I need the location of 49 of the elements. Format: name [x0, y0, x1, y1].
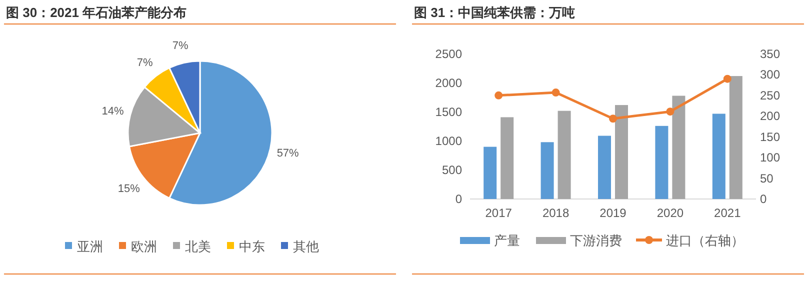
bar [672, 96, 686, 199]
data-label: 7% [172, 40, 189, 52]
bar [558, 110, 571, 199]
point [494, 91, 503, 100]
y2-tick-label: 150 [760, 130, 780, 144]
bar [712, 114, 726, 199]
y-tick-label: 2500 [435, 47, 462, 61]
data-label: 15% [118, 183, 140, 196]
y2-tick-label: 50 [760, 171, 774, 186]
point [552, 88, 560, 97]
bar [540, 142, 554, 199]
y-tick-label: 1500 [435, 105, 462, 119]
bar [615, 105, 628, 199]
legend-label: 亚洲 [77, 239, 103, 254]
legend-label: 北美 [185, 239, 211, 254]
x-tick-label: 2020 [656, 206, 684, 220]
legend-label: 中东 [239, 239, 265, 254]
legend-label: 进口（右轴） [666, 233, 744, 248]
bar [729, 76, 742, 199]
point [609, 114, 617, 123]
point [723, 74, 732, 83]
legend-label: 产量 [494, 233, 520, 248]
y-tick-label: 500 [442, 163, 462, 177]
chart-title: 图 31：中国纯苯供需：万吨 [414, 5, 576, 20]
legend-label: 下游消费 [570, 233, 622, 248]
y2-tick-label: 100 [760, 150, 780, 165]
data-label: 7% [136, 56, 154, 69]
y-tick-label: 2000 [435, 76, 462, 90]
data-label: 14% [102, 106, 124, 118]
legend-label: 欧洲 [131, 239, 157, 254]
x-tick-label: 2019 [600, 206, 627, 220]
point [666, 108, 674, 116]
x-tick-label: 2021 [714, 206, 742, 220]
x-tick-label: 2017 [485, 206, 512, 220]
y-tick-label: 0 [455, 192, 462, 206]
bar [598, 136, 611, 199]
x-tick-label: 2018 [542, 206, 570, 220]
y-tick-label: 1000 [435, 134, 462, 148]
y2-tick-label: 350 [760, 47, 780, 61]
y2-tick-label: 0 [760, 192, 767, 206]
bar [484, 146, 497, 199]
data-label: 57% [276, 148, 300, 160]
y2-tick-label: 300 [760, 68, 780, 82]
chart-title: 图 30：2021 年石油苯产能分布 [6, 5, 187, 20]
bar [500, 117, 514, 199]
legend-label: 其他 [293, 239, 319, 254]
y2-tick-label: 250 [760, 88, 780, 102]
y2-tick-label: 200 [760, 109, 780, 124]
bar [655, 126, 668, 199]
